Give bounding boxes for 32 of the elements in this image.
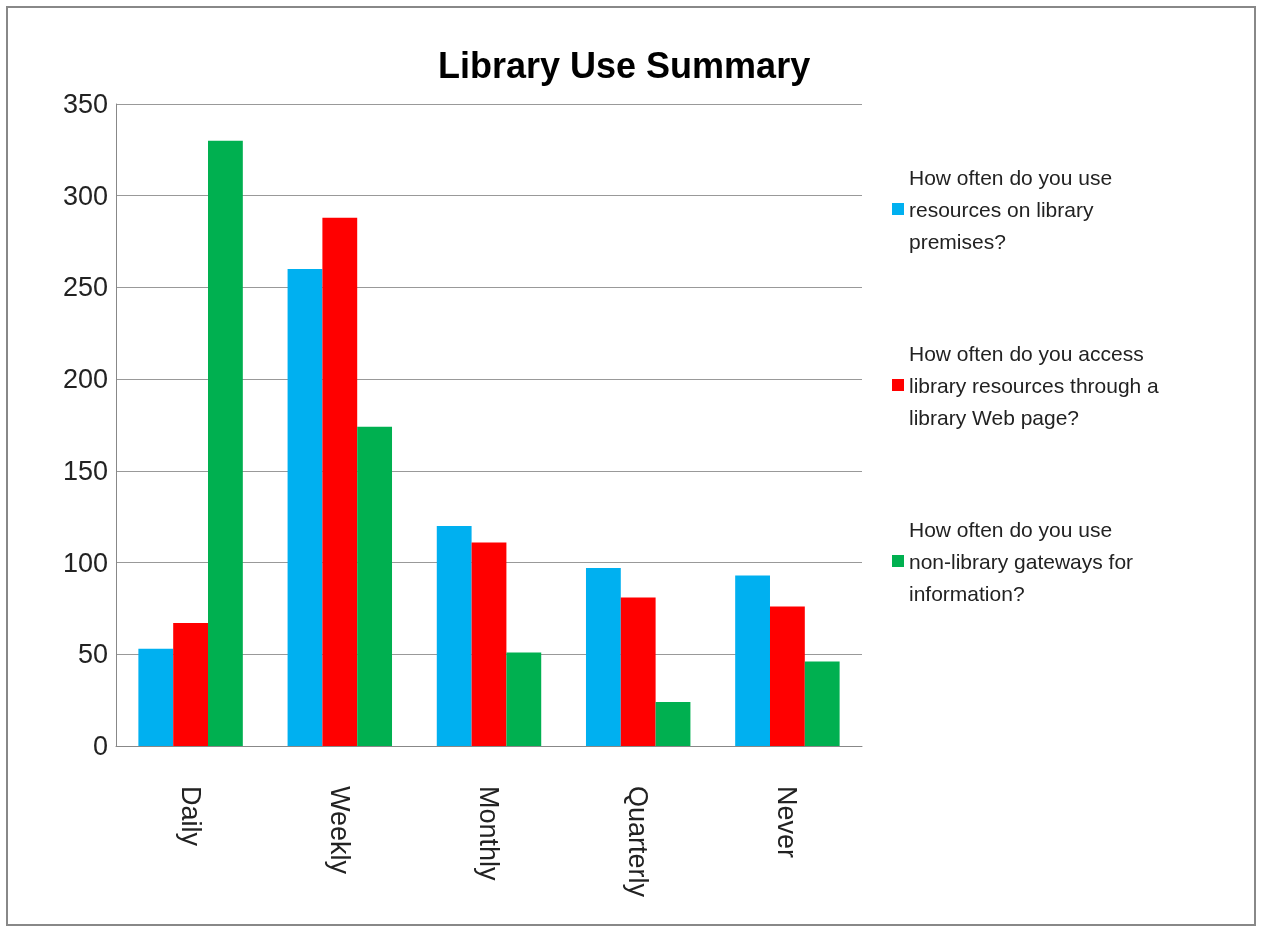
y-tick-label: 150 <box>62 455 108 486</box>
bar <box>173 623 209 746</box>
bar <box>769 606 805 746</box>
y-tick-label: 250 <box>62 272 108 303</box>
bar <box>506 652 542 746</box>
y-tick-label: 100 <box>62 547 108 578</box>
x-tick-label: Monthly <box>474 786 504 882</box>
legend-label: How often do you use resources on library premises? <box>909 165 1118 253</box>
bar <box>436 525 472 746</box>
bar <box>208 140 243 746</box>
x-tick-label: Never <box>772 786 803 859</box>
y-tick-label: 350 <box>62 89 108 119</box>
x-tick-label: Daily <box>175 786 206 847</box>
y-tick-label: 50 <box>77 639 108 670</box>
bar <box>655 701 691 746</box>
bar <box>585 568 621 746</box>
bar <box>620 597 656 746</box>
y-tick-label: 300 <box>62 180 108 211</box>
bar <box>138 648 174 746</box>
bar <box>287 269 323 746</box>
bar <box>357 426 393 746</box>
bar <box>804 661 840 746</box>
y-tick-label: 200 <box>62 364 108 395</box>
bar <box>471 542 507 746</box>
bar <box>322 217 358 746</box>
bar <box>735 575 770 746</box>
chart-title: Library Use Summary <box>438 44 811 86</box>
x-tick-label: Weekly <box>324 786 355 875</box>
legend-label: How often do you use non-library gateways for information? <box>909 517 1139 605</box>
y-tick-label: 0 <box>92 731 108 761</box>
x-tick-label: Quarterly <box>623 786 654 898</box>
legend-label: How often do you access library resources through a library Web page? <box>909 341 1165 429</box>
